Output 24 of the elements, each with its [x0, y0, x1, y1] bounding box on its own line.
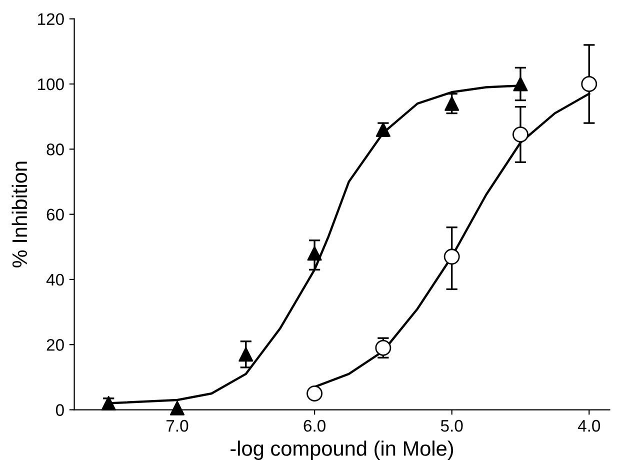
y-tick-label: 120	[38, 13, 64, 26]
point	[444, 248, 460, 265]
point	[444, 96, 460, 111]
point	[375, 340, 392, 356]
x-tick-label: 5.0	[440, 420, 463, 432]
y-tick-label: 40	[46, 274, 64, 286]
x-axis-title: -log compound (in Mole)	[230, 440, 454, 460]
y-tick-label: 20	[46, 339, 64, 351]
point	[513, 76, 528, 92]
x-tick-label: 4.0	[578, 420, 600, 432]
point	[101, 396, 116, 411]
point	[238, 347, 254, 362]
point	[512, 126, 528, 142]
point	[170, 400, 185, 416]
y-tick-label: 80	[46, 144, 64, 156]
y-tick-label: 0	[56, 404, 64, 416]
point	[581, 76, 598, 92]
point	[307, 246, 322, 261]
y-tick-label: 100	[38, 78, 64, 90]
y-tick-label: 60	[46, 208, 64, 221]
x-tick-label: 7.0	[166, 420, 188, 432]
point	[306, 386, 323, 402]
y-axis-title: % Inhibition	[12, 162, 28, 268]
x-tick-label: 6.0	[304, 420, 326, 432]
